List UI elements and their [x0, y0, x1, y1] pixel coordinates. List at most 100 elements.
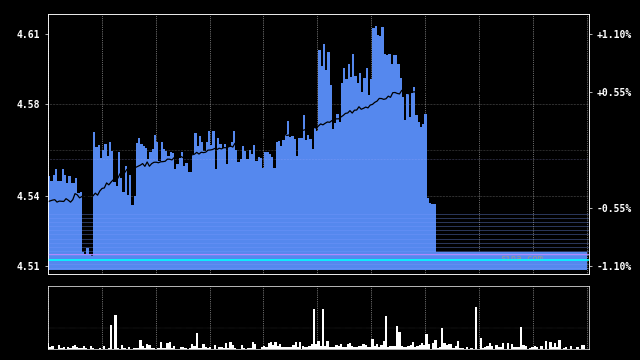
Bar — [324, 346, 326, 349]
Bar — [583, 345, 586, 349]
Bar — [444, 343, 445, 349]
Bar — [115, 315, 116, 349]
Bar — [83, 346, 85, 349]
Bar — [417, 346, 419, 349]
Bar — [268, 343, 270, 349]
Bar — [216, 348, 218, 349]
Bar — [385, 316, 387, 349]
Bar — [506, 343, 509, 349]
Bar — [184, 348, 187, 349]
Bar — [285, 347, 288, 349]
Bar — [270, 342, 272, 349]
Bar — [419, 345, 421, 349]
Bar — [558, 339, 561, 349]
Bar — [461, 348, 464, 349]
Bar — [276, 346, 279, 349]
Bar — [441, 328, 444, 349]
Bar — [209, 347, 211, 349]
Bar — [581, 345, 583, 349]
Bar — [281, 347, 284, 349]
Bar — [412, 342, 414, 349]
Bar — [317, 341, 319, 349]
Bar — [552, 347, 554, 349]
Bar — [529, 347, 531, 349]
Bar — [475, 307, 477, 349]
Bar — [335, 345, 337, 349]
Bar — [205, 347, 207, 349]
Bar — [124, 348, 125, 349]
Bar — [554, 343, 556, 349]
Bar — [141, 346, 144, 349]
Bar — [358, 346, 360, 349]
Bar — [405, 347, 408, 349]
Bar — [229, 342, 232, 349]
Bar — [150, 348, 153, 349]
Bar — [63, 347, 65, 349]
Bar — [79, 348, 81, 349]
Bar — [198, 348, 200, 349]
Bar — [261, 347, 263, 349]
Bar — [49, 347, 51, 349]
Bar — [47, 343, 49, 349]
Bar — [162, 348, 164, 349]
Bar — [367, 347, 369, 349]
Bar — [365, 345, 367, 349]
Bar — [275, 342, 276, 349]
Bar — [435, 339, 436, 349]
Bar — [214, 345, 216, 349]
Bar — [574, 348, 577, 349]
Bar — [279, 344, 281, 349]
Bar — [436, 348, 439, 349]
Bar — [387, 347, 389, 349]
Bar — [99, 348, 101, 349]
Bar — [549, 342, 552, 349]
Bar — [337, 346, 340, 349]
Bar — [403, 347, 405, 349]
Bar — [421, 343, 423, 349]
Bar — [140, 340, 141, 349]
Bar — [200, 348, 202, 349]
Bar — [241, 345, 243, 349]
Bar — [76, 347, 79, 349]
Bar — [58, 345, 60, 349]
Bar — [484, 347, 486, 349]
Bar — [511, 344, 513, 349]
Bar — [164, 348, 166, 349]
Bar — [394, 346, 396, 349]
Bar — [166, 343, 168, 349]
Bar — [301, 346, 304, 349]
Bar — [577, 347, 579, 349]
Bar — [504, 348, 506, 349]
Bar — [266, 347, 268, 349]
Bar — [491, 346, 493, 349]
Bar — [74, 345, 76, 349]
Bar — [470, 348, 473, 349]
Bar — [218, 347, 220, 349]
Bar — [85, 348, 88, 349]
Bar — [347, 345, 349, 349]
Text: sina.com: sina.com — [500, 254, 543, 263]
Bar — [193, 346, 196, 349]
Bar — [300, 342, 301, 349]
Bar — [495, 345, 497, 349]
Bar — [457, 341, 460, 349]
Bar — [525, 346, 527, 349]
Bar — [81, 348, 83, 349]
Bar — [189, 348, 191, 349]
Bar — [137, 348, 140, 349]
Bar — [60, 348, 63, 349]
Bar — [376, 344, 378, 349]
Bar — [518, 347, 520, 349]
Bar — [545, 341, 547, 349]
Bar — [319, 346, 322, 349]
Bar — [340, 344, 342, 349]
Bar — [522, 345, 525, 349]
Bar — [315, 345, 317, 349]
Bar — [408, 346, 410, 349]
Bar — [423, 345, 426, 349]
Bar — [464, 348, 466, 349]
Bar — [65, 348, 67, 349]
Bar — [132, 348, 135, 349]
Bar — [295, 342, 297, 349]
Bar — [513, 347, 516, 349]
